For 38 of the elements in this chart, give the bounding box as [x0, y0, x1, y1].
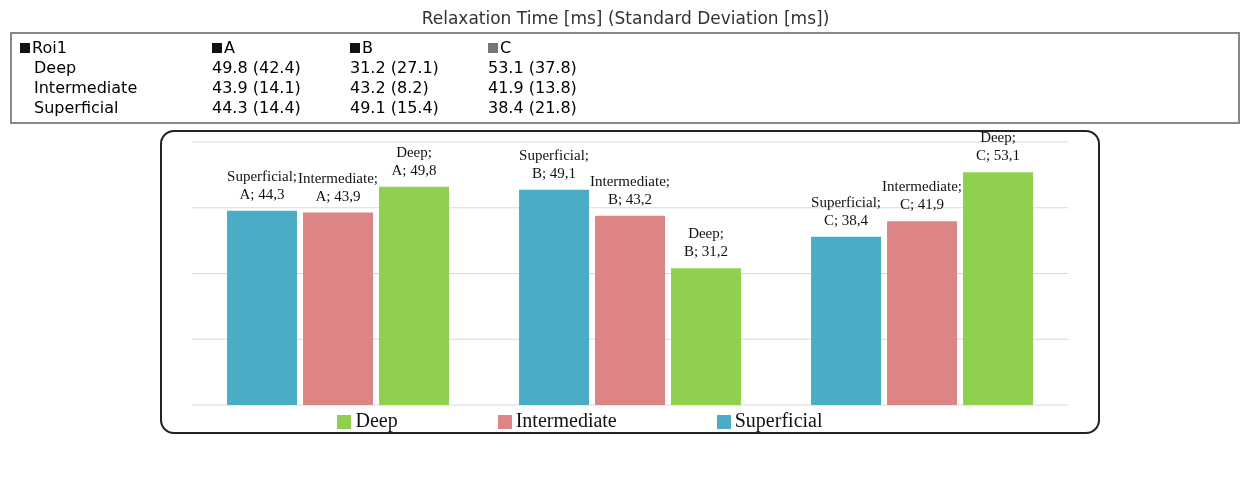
text: 31.2 (27.1) [350, 58, 440, 78]
chart-title: Relaxation Time [ms] (Standard Deviation [ms]) [420, 8, 831, 28]
bar [671, 268, 742, 405]
bar [887, 221, 958, 405]
data-label: Superficial; A; 44,3 [227, 167, 298, 202]
text: C [499, 38, 513, 58]
text: Superficial [33, 98, 120, 118]
text: 41.9 (13.8) [488, 78, 578, 98]
bar [519, 189, 590, 405]
bar [963, 172, 1034, 405]
legend-label: Intermediate [515, 409, 617, 431]
text: Roi1 [31, 38, 68, 58]
bar [227, 210, 298, 405]
bar [379, 186, 450, 405]
text: 43.2 (8.2) [350, 78, 430, 98]
data-label: Superficial; C; 38,4 [811, 193, 882, 228]
text: B [361, 38, 374, 58]
text: 43.9 (14.1) [212, 78, 302, 98]
bar [303, 212, 374, 405]
text: 53.1 (37.8) [488, 58, 578, 78]
data-label: Deep; B; 31,2 [683, 225, 729, 260]
data-label: Intermediate; B; 43,2 [590, 172, 671, 207]
legend-label: Deep [355, 409, 398, 431]
bar [811, 236, 882, 405]
text: Intermediate [33, 78, 139, 98]
text: 49.1 (15.4) [350, 98, 440, 118]
text: 38.4 (21.8) [488, 98, 578, 118]
text: 44.3 (14.4) [212, 98, 302, 118]
text: Deep [33, 58, 78, 78]
bar [595, 215, 666, 405]
data-label: Deep; C; 53,1 [975, 129, 1021, 164]
legend-label: Superficial [734, 409, 823, 431]
text: A [223, 38, 236, 58]
data-label: Deep; A; 49,8 [391, 143, 437, 178]
data-label: Superficial; B; 49,1 [519, 146, 590, 181]
data-label: Intermediate; A; 43,9 [298, 169, 379, 204]
text: 49.8 (42.4) [212, 58, 302, 78]
data-label: Intermediate; C; 41,9 [882, 178, 963, 213]
